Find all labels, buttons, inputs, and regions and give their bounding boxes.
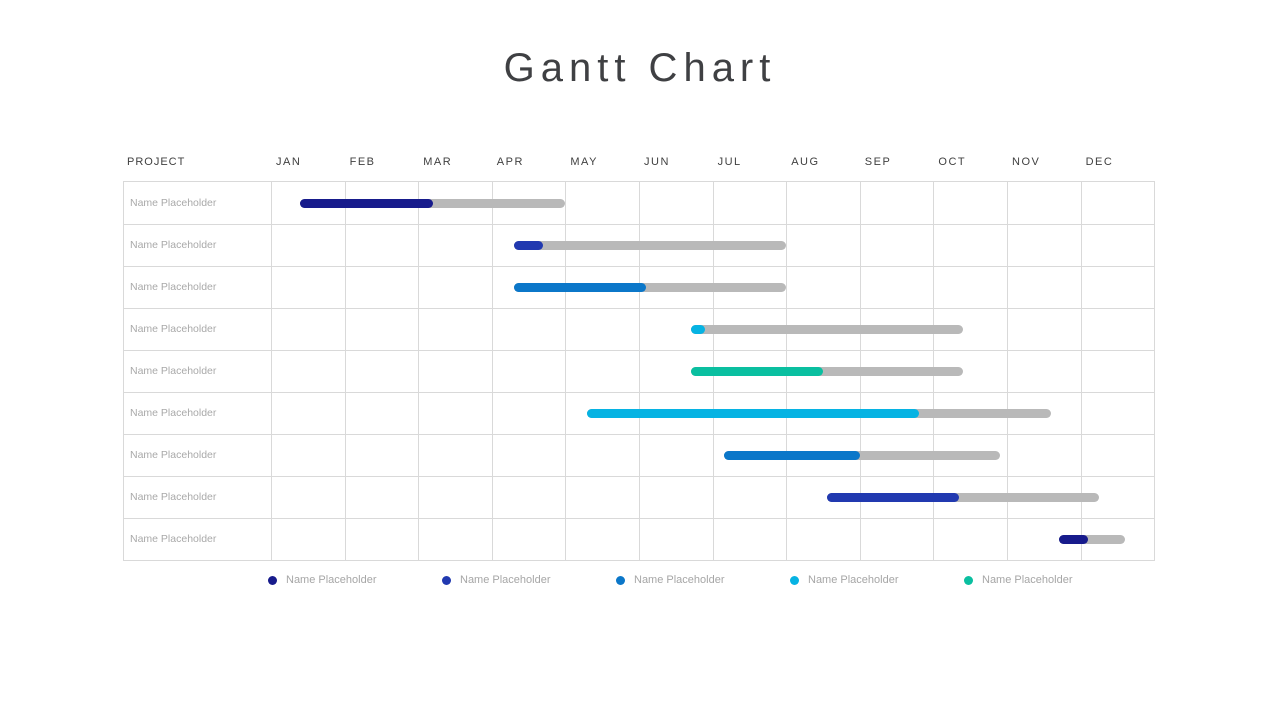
task-name-label: Name Placeholder [130, 533, 217, 545]
month-header-feb: FEB [349, 156, 376, 168]
grid-column-line [491, 182, 493, 560]
legend-dot-icon [616, 575, 625, 585]
legend-item: Name Placeholder [442, 574, 551, 586]
task-name-label: Name Placeholder [130, 407, 217, 419]
task-duration-track [690, 325, 963, 334]
task-progress-bar [513, 283, 647, 292]
legend: Name Placeholder Name Placeholder Name Pla… [0, 574, 1280, 592]
month-header-jul: JUL [717, 156, 742, 168]
gantt-grid: Name Placeholder Name Placeholder Name Pla… [123, 181, 1155, 561]
legend-item: Name Placeholder [616, 574, 725, 586]
page-title: Gantt Chart [503, 46, 777, 90]
task-duration-track [826, 493, 1099, 502]
grid-column-line [639, 182, 640, 560]
legend-label: Name Placeholder [286, 574, 377, 586]
task-name-label: Name Placeholder [130, 365, 217, 377]
project-column-header: PROJECT [127, 156, 186, 168]
legend-item: Name Placeholder [964, 574, 1073, 586]
month-header-aug: AUG [791, 156, 820, 168]
month-header-sep: SEP [864, 156, 892, 168]
task-progress-bar [690, 367, 823, 376]
month-header-jan: JAN [276, 156, 302, 168]
legend-dot-icon [442, 575, 451, 585]
task-progress-bar [513, 241, 544, 250]
grid-column-line [344, 182, 346, 560]
task-progress-bar [587, 409, 919, 418]
grid-column-line [418, 182, 420, 560]
month-header-dec: DEC [1085, 156, 1114, 168]
legend-dot-icon [790, 575, 799, 585]
task-duration-track [513, 241, 787, 250]
task-progress-bar [723, 451, 860, 460]
task-name-label: Name Placeholder [130, 281, 217, 293]
grid-column-line [565, 182, 567, 560]
task-name-label: Name Placeholder [130, 197, 217, 209]
month-header-oct: OCT [938, 156, 967, 168]
month-header-nov: NOV [1012, 156, 1041, 168]
legend-dot-icon [964, 575, 973, 585]
task-progress-bar [1058, 535, 1088, 544]
task-progress-bar [826, 493, 960, 502]
task-progress-bar [300, 199, 433, 208]
column-headers: PROJECT JAN FEB MAR APR MAY JUN JUL AUG SEP OCT NO… [123, 150, 1155, 181]
legend-label: Name Placeholder [982, 574, 1073, 586]
legend-label: Name Placeholder [808, 574, 899, 586]
task-duration-track [1058, 535, 1125, 544]
month-header-jun: JUN [644, 156, 670, 168]
task-duration-track [723, 451, 1000, 460]
legend-label: Name Placeholder [634, 574, 725, 586]
task-name-label: Name Placeholder [130, 449, 217, 461]
task-duration-track [513, 283, 787, 292]
task-name-label: Name Placeholder [130, 491, 217, 503]
month-header-mar: MAR [423, 156, 453, 168]
legend-item: Name Placeholder [790, 574, 899, 586]
grid-column-line [1080, 182, 1082, 560]
task-duration-track [690, 367, 963, 376]
gantt-chart: PROJECT JAN FEB MAR APR MAY JUN JUL AUG SEP OCT NO… [123, 150, 1155, 561]
task-duration-track [300, 199, 566, 208]
month-header-apr: APR [496, 156, 524, 168]
grid-column-line [1007, 182, 1008, 560]
legend-dot-icon [268, 575, 277, 585]
task-name-label: Name Placeholder [130, 323, 217, 335]
legend-item: Name Placeholder [268, 574, 377, 586]
task-progress-bar [690, 325, 706, 334]
legend-label: Name Placeholder [460, 574, 551, 586]
month-header-may: MAY [570, 156, 598, 168]
grid-column-line [271, 182, 272, 560]
task-name-label: Name Placeholder [130, 239, 217, 251]
